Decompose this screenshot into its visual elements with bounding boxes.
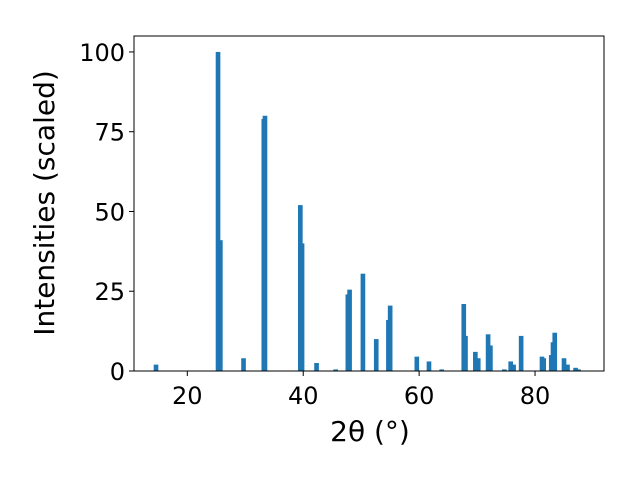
bar — [573, 367, 578, 371]
y-tick-label: 75 — [94, 119, 125, 147]
bar — [299, 243, 305, 371]
bar — [241, 358, 246, 371]
x-axis: 20 40 60 80 — [172, 371, 550, 410]
y-axis: 0 25 50 75 100 — [79, 39, 134, 386]
bar — [414, 356, 420, 371]
bar — [373, 339, 379, 371]
x-tick-label: 40 — [288, 382, 319, 410]
bar — [463, 335, 468, 371]
bar — [153, 364, 159, 371]
bar — [552, 332, 558, 371]
bar — [215, 51, 221, 371]
bar — [314, 363, 319, 371]
plot-frame — [133, 35, 605, 372]
bar — [488, 345, 493, 371]
y-tick-label: 50 — [94, 198, 125, 226]
bar — [262, 115, 268, 371]
bar — [576, 369, 581, 371]
bar — [439, 369, 445, 371]
bars-layer — [153, 51, 581, 371]
x-tick-label: 80 — [520, 382, 551, 410]
bar — [508, 361, 514, 371]
bar — [387, 305, 393, 371]
bar — [561, 358, 567, 371]
bar — [518, 335, 524, 371]
bar — [333, 369, 338, 371]
bar — [473, 351, 478, 371]
bar — [218, 240, 223, 371]
bar — [541, 358, 547, 371]
bar — [475, 358, 481, 371]
y-tick-label: 25 — [94, 278, 125, 306]
x-tick-label: 60 — [404, 382, 435, 410]
y-tick-label: 0 — [110, 358, 125, 386]
bar — [426, 361, 432, 371]
x-tick-label: 20 — [172, 382, 203, 410]
y-tick-label: 100 — [79, 39, 125, 67]
x-axis-label: 2θ (°) — [330, 415, 410, 448]
bar — [347, 289, 352, 371]
bar — [360, 273, 366, 371]
y-axis-label: Intensities (scaled) — [28, 70, 61, 336]
bar — [511, 364, 516, 371]
bar — [565, 364, 570, 371]
bar — [502, 369, 507, 371]
